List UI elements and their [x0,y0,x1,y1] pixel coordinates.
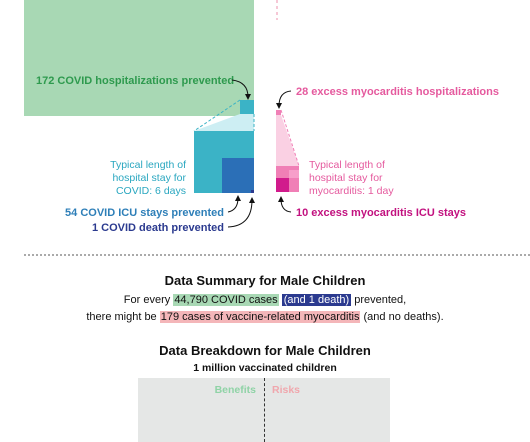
covid-hosp-marker [240,100,254,114]
risks-label: Risks [272,384,301,396]
arrow-covid-death-head [249,197,255,203]
label-covid-death: 1 COVID death prevented [92,222,224,234]
summary-line1-pre: For every [123,294,174,306]
label-myo-stay-2: hospital stay for [309,172,383,184]
covid-death-marker [251,190,254,193]
myo-expansion-trapezoid [276,115,299,166]
summary-death: (and 1 death) [281,294,352,306]
label-myo-icu: 10 excess myocarditis ICU stays [296,207,466,219]
myo-icu-outer [289,170,299,178]
summary-myocarditis-cases: 179 cases of vaccine-related myocarditis [159,311,361,323]
label-covid-stay-3: COVID: 6 days [116,185,186,197]
label-covid-hospitalizations: 172 COVID hospitalizations prevented [36,75,234,87]
summary-line-1: For every 44,790 COVID cases (and 1 deat… [0,294,530,306]
myo-hosp-marker [276,110,281,115]
label-covid-stay-2: hospital stay for [112,172,186,184]
breakdown-divider [264,378,265,442]
summary-line2-pre: there might be [86,311,160,323]
label-covid-stay-1: Typical length of [110,159,186,171]
arrow-covid-icu-head [235,195,241,201]
covid-hospitalizations-area [24,0,254,116]
myo-icu-area [276,178,289,192]
breakdown-title: Data Breakdown for Male Children [159,343,371,358]
summary-title: Data Summary for Male Children [164,273,366,288]
label-myo-stay-1: Typical length of [309,159,385,171]
label-myocarditis-hospitalizations: 28 excess myocarditis hospitalizations [296,86,499,98]
summary-line2-post: (and no deaths). [360,311,444,323]
arrow-myo-icu-head [278,196,284,202]
covid-expansion-trapezoid [194,114,254,131]
breakdown-panel: Benefits Risks [138,378,390,442]
arrow-covid-hosp-head [245,94,251,100]
summary-line-2: there might be 179 cases of vaccine-rela… [0,311,530,323]
summary-covid-cases: 44,790 COVID cases [173,294,279,306]
arrow-myo-hosp-head [276,103,282,109]
benefits-label: Benefits [214,384,256,396]
arrow-covid-death [227,199,253,228]
covid-death-area [222,158,254,193]
covid-expansion-outline [193,99,241,132]
label-covid-icu: 54 COVID ICU stays prevented [65,207,224,219]
label-myo-stay-3: myocarditis: 1 day [309,185,394,197]
summary-line1-post: prevented, [351,294,407,306]
breakdown-subtitle: 1 million vaccinated children [193,362,337,374]
